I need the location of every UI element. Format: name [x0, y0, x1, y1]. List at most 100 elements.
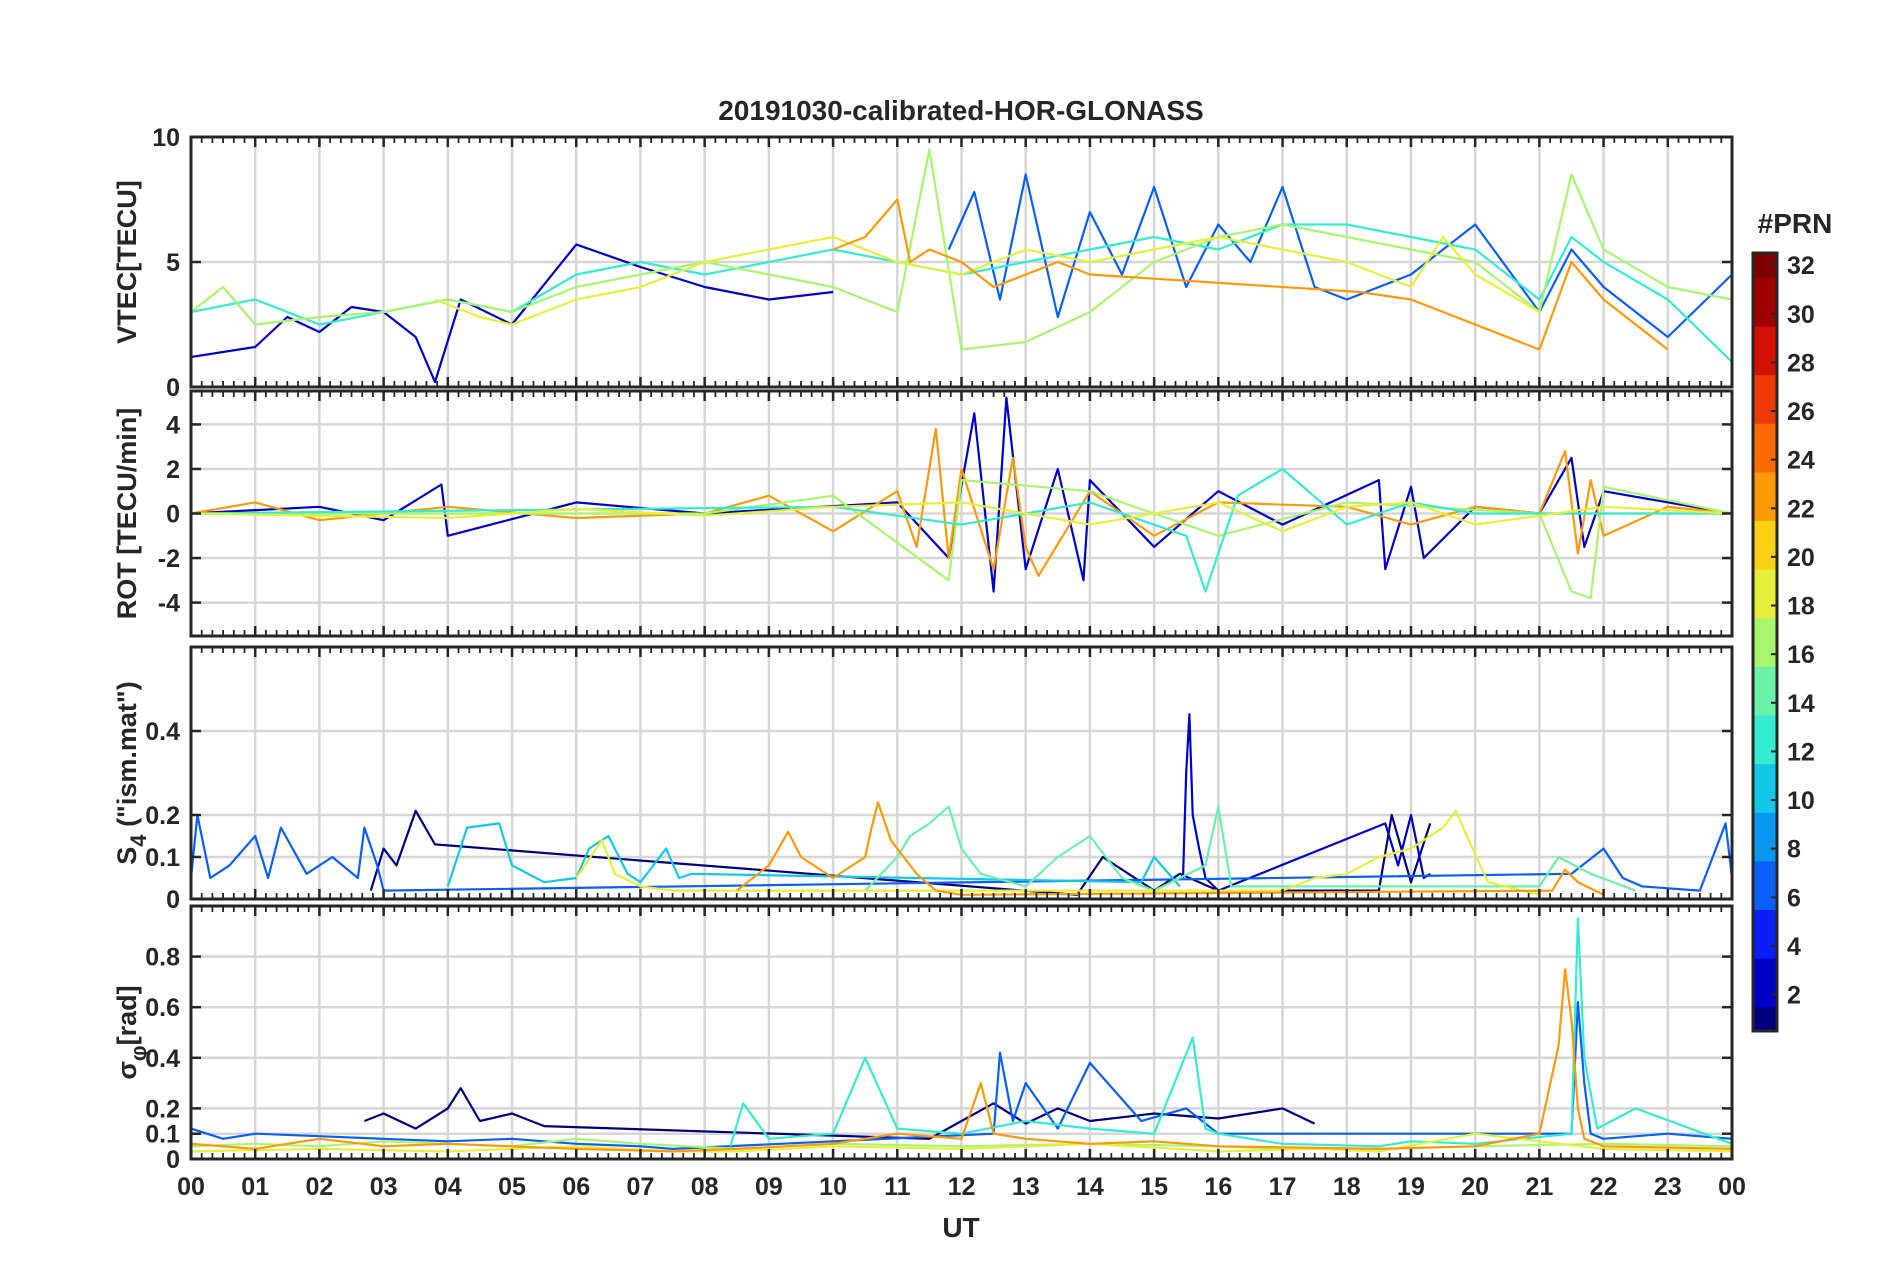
colorbar-segment: [1753, 812, 1777, 838]
series-line-4: [191, 501, 1732, 533]
colorbar-tick-label: 22: [1787, 495, 1815, 523]
colorbar-segment: [1753, 1006, 1777, 1032]
x-tick-label: 00: [1718, 1173, 1746, 1201]
colorbar-segment: [1753, 423, 1777, 449]
colorbar-tick-label: 8: [1787, 836, 1801, 864]
series-line-1: [1181, 713, 1431, 892]
series-group: [191, 148, 1732, 384]
x-tick-label: 21: [1525, 1173, 1553, 1201]
y-tick-label: 0.4: [145, 718, 180, 746]
colorbar-tick-label: 32: [1787, 252, 1815, 280]
series-line-0: [369, 809, 1432, 896]
x-tick-label: 02: [306, 1173, 334, 1201]
y-tick-label: 0.2: [145, 1095, 180, 1123]
y-axis-label: S4 ("ism.mat"): [112, 681, 151, 864]
panel-sigma_phi: 00.10.2 0.4 0.6 0.8 00 01 02 03 04 05 06 07 08 09 10 11…: [112, 904, 1746, 1201]
y-tick-label: 0.2: [145, 802, 180, 830]
series-line-4: [864, 805, 1637, 892]
chart-title: 20191030-calibrated-HOR-GLONASS: [718, 95, 1204, 126]
x-tick-label: 14: [1076, 1173, 1104, 1201]
series-line-6: [736, 801, 1605, 896]
colorbar-segment: [1753, 374, 1777, 400]
y-tick-label: -4: [158, 590, 180, 618]
y-tick-label: 0.8: [145, 944, 180, 972]
colorbar-tick-label: 20: [1787, 544, 1815, 572]
colorbar-tick-label: 16: [1787, 641, 1815, 669]
colorbar-segment: [1753, 617, 1777, 643]
x-tick-label: 10: [819, 1173, 847, 1201]
series-line-2: [729, 917, 1732, 1148]
series-line-3: [191, 148, 1732, 351]
series-line-5: [832, 198, 1669, 351]
x-tick-label: 13: [1012, 1173, 1040, 1201]
series-line-4: [434, 235, 1540, 326]
series-line-0: [191, 243, 834, 384]
x-tick-label: 18: [1333, 1173, 1361, 1201]
colorbar-segment: [1753, 569, 1777, 594]
y-tick-label: 0.1: [145, 1121, 180, 1149]
series-line-3: [446, 822, 1181, 888]
series-group: [191, 917, 1732, 1153]
series-line-1: [191, 1000, 1732, 1151]
colorbar-tick-label: 2: [1787, 982, 1801, 1010]
colorbar-tick-label: 26: [1787, 398, 1815, 426]
colorbar-segment: [1753, 763, 1777, 789]
y-tick-label: 5: [166, 249, 180, 277]
x-tick-label: 01: [241, 1173, 269, 1201]
x-tick-label: 19: [1397, 1173, 1425, 1201]
series-group: [191, 713, 1732, 896]
colorbar-segment: [1753, 277, 1777, 303]
panel-s4: 0 0.1 0.2 0.4S4 ("ism.mat"): [112, 645, 1734, 914]
colorbar-segment: [1753, 520, 1777, 546]
y-tick-label: 0: [166, 501, 180, 529]
colorbar-segment: [1753, 958, 1777, 983]
x-tick-label: 05: [498, 1173, 526, 1201]
y-tick-label: 0: [166, 1146, 180, 1174]
colorbar-tick-label: 24: [1787, 447, 1815, 475]
x-tick-label: 12: [948, 1173, 976, 1201]
y-tick-label: 0.4: [145, 1045, 180, 1073]
series-line-2: [191, 479, 1732, 600]
y-axis-label: VTEC[TECU]: [112, 180, 142, 344]
y-tick-label: -2: [158, 545, 180, 573]
colorbar-tick-label: 10: [1787, 787, 1815, 815]
x-tick-label: 16: [1204, 1173, 1232, 1201]
x-tick-label: 11: [884, 1173, 911, 1201]
colorbar-tick-label: 28: [1787, 349, 1815, 377]
x-tick-label: 03: [370, 1173, 398, 1201]
series-line-3: [191, 467, 1732, 593]
colorbar-segment: [1753, 860, 1777, 886]
y-tick-label: 0: [166, 886, 180, 914]
x-tick-label: 00: [177, 1173, 205, 1201]
y-tick-label: 0.6: [145, 994, 180, 1022]
x-tick-label: 09: [755, 1173, 783, 1201]
x-tick-label: 07: [627, 1173, 655, 1201]
colorbar-tick-label: 4: [1787, 933, 1801, 961]
colorbar-segment: [1753, 471, 1777, 497]
colorbar-segment: [1753, 666, 1777, 692]
y-tick-label: 10: [152, 124, 180, 152]
series-group: [191, 396, 1732, 600]
colorbar-tick-label: 12: [1787, 738, 1815, 766]
x-tick-label: 15: [1140, 1173, 1168, 1201]
x-tick-label: 04: [434, 1173, 462, 1201]
colorbar-label: #PRN: [1758, 208, 1833, 239]
y-tick-label: 4: [166, 411, 180, 439]
x-tick-label: 20: [1461, 1173, 1489, 1201]
colorbar-tick-label: 6: [1787, 884, 1801, 912]
colorbar-tick-label: 14: [1787, 690, 1815, 718]
series-line-2: [191, 813, 1732, 892]
y-tick-label: 0.1: [145, 844, 180, 872]
panel-vtec: 0 5 10 VTEC[TECU]: [112, 124, 1734, 402]
y-tick-label: 0: [166, 374, 180, 402]
series-line-5: [191, 968, 1732, 1153]
x-tick-label: 23: [1654, 1173, 1682, 1201]
y-axis-label: ROT [TECU/min]: [112, 408, 142, 619]
x-axis-label: UT: [942, 1212, 979, 1243]
x-tick-label: 06: [562, 1173, 590, 1201]
x-tick-label: 17: [1269, 1173, 1297, 1201]
colorbar-tick-label: 18: [1787, 593, 1815, 621]
